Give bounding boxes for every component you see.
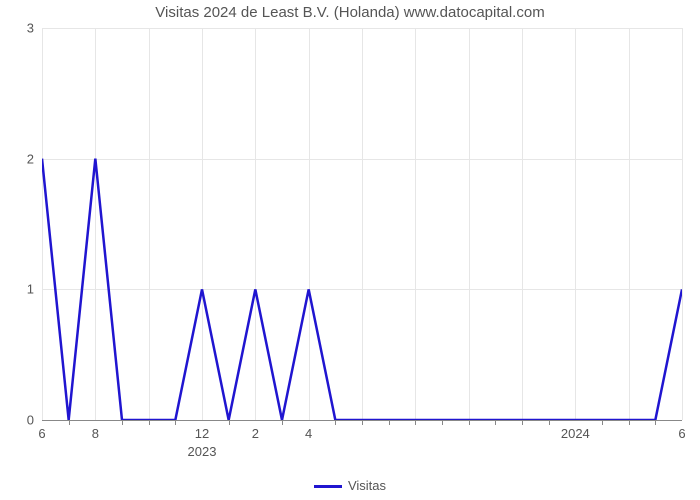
y-tick-label: 1 [27,282,42,297]
x-minor-tick [229,420,230,425]
legend-swatch [314,485,342,488]
x-tick-label: 2024 [561,420,590,441]
legend-label: Visitas [348,478,386,493]
plot-area: 0123681224202462023 [42,28,682,420]
x-minor-tick [175,420,176,425]
x-minor-tick [549,420,550,425]
x-minor-tick [149,420,150,425]
x-minor-tick [442,420,443,425]
y-tick-label: 2 [27,151,42,166]
x-minor-tick [522,420,523,425]
chart-title: Visitas 2024 de Least B.V. (Holanda) www… [0,4,700,21]
x-minor-tick [389,420,390,425]
x-minor-tick [655,420,656,425]
legend: Visitas [0,478,700,493]
x-band-label: 2023 [188,420,217,459]
y-tick-label: 3 [27,21,42,36]
x-minor-tick [415,420,416,425]
x-minor-tick [469,420,470,425]
x-tick-label: 8 [92,420,99,441]
series-line [42,28,682,420]
visits-line-chart: Visitas 2024 de Least B.V. (Holanda) www… [0,0,700,500]
x-minor-tick [495,420,496,425]
grid-line-v [682,28,683,420]
x-minor-tick [69,420,70,425]
x-tick-label: 2 [252,420,259,441]
x-minor-tick [122,420,123,425]
x-minor-tick [282,420,283,425]
x-minor-tick [335,420,336,425]
x-minor-tick [602,420,603,425]
x-tick-label: 6 [38,420,45,441]
x-tick-label: 6 [678,420,685,441]
x-minor-tick [362,420,363,425]
x-tick-label: 4 [305,420,312,441]
x-minor-tick [629,420,630,425]
